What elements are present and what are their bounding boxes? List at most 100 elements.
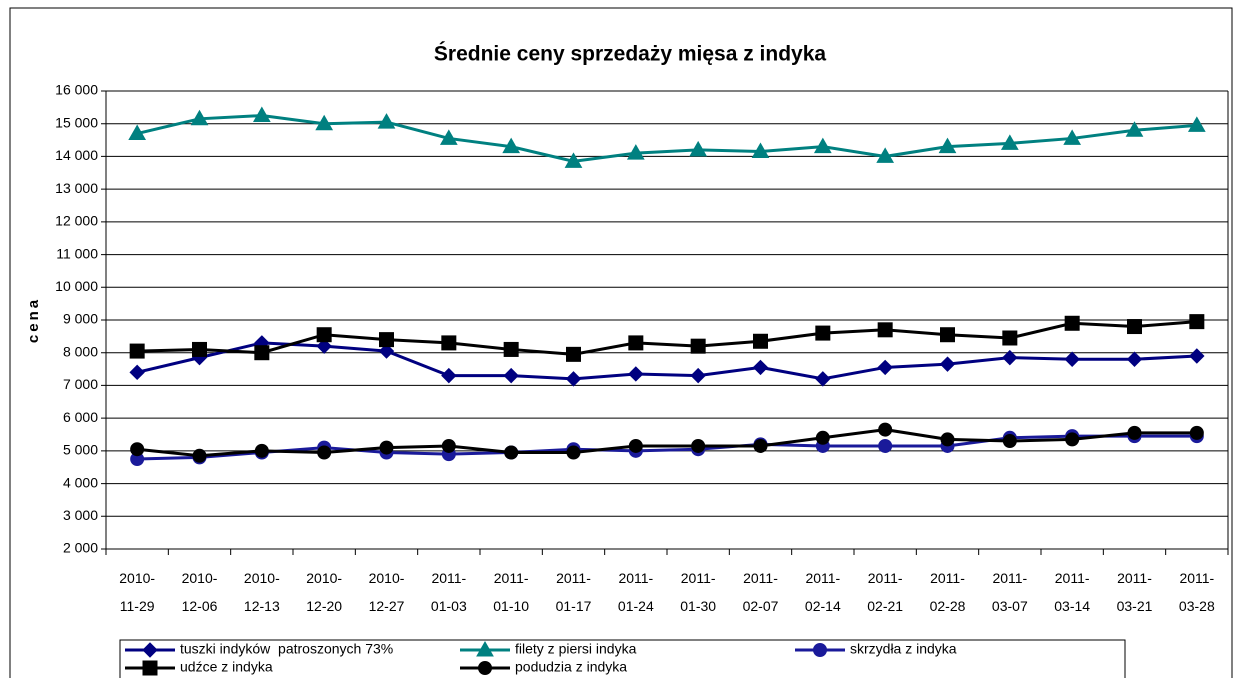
y-tick-label: 10 000 [55, 278, 98, 294]
data-point [254, 345, 270, 361]
data-point [128, 124, 147, 141]
x-tick-label: 2011-01-17 [556, 570, 592, 614]
data-point [877, 359, 893, 376]
data-point [813, 137, 832, 154]
y-tick-label: 7 000 [63, 376, 98, 392]
x-tick-label: 2011-01-10 [493, 570, 529, 614]
chart-frame [9, 7, 1233, 678]
data-point [876, 147, 895, 163]
data-point [628, 335, 644, 351]
data-point [1187, 116, 1206, 132]
data-point [1126, 351, 1143, 367]
data-point [502, 137, 521, 154]
y-tick-label: 15 000 [55, 114, 98, 130]
data-point [1002, 330, 1018, 346]
data-point [129, 364, 145, 381]
data-point [878, 422, 893, 437]
data-point [377, 113, 396, 129]
data-point [1125, 121, 1144, 137]
data-point [690, 367, 706, 384]
y-tick-label: 13 000 [55, 180, 98, 196]
data-point [1002, 434, 1017, 449]
legend-marker [476, 640, 494, 657]
data-point [441, 367, 457, 384]
series-line [136, 341, 1197, 381]
data-point [690, 338, 706, 354]
data-point [130, 442, 145, 457]
data-point [1063, 129, 1082, 145]
data-point [691, 438, 706, 453]
data-point [379, 440, 394, 455]
data-point [441, 438, 456, 453]
data-point [192, 341, 207, 357]
y-tick-label: 2 000 [63, 540, 98, 556]
data-point [628, 438, 643, 453]
data-point [315, 114, 334, 131]
data-point [753, 438, 768, 453]
y-tick-label: 16 000 [55, 82, 98, 98]
y-tick-label: 8 000 [63, 343, 98, 359]
x-tick-label: 2010-11-29 [119, 570, 155, 614]
y-tick-label: 6 000 [63, 409, 98, 425]
legend [119, 639, 1126, 678]
data-point [192, 448, 207, 463]
data-point [753, 333, 768, 349]
data-point [815, 325, 831, 341]
data-point [439, 129, 458, 145]
data-point [565, 371, 582, 387]
data-point [1189, 314, 1205, 330]
data-point [566, 445, 581, 460]
y-tick-label: 5 000 [63, 442, 98, 458]
x-tick-label: 2010-12-06 [182, 570, 218, 614]
legend-label: podudzia z indyka [515, 659, 627, 675]
data-point [503, 341, 519, 357]
data-point [316, 327, 332, 343]
data-point [1002, 349, 1018, 366]
series-line [137, 320, 1197, 356]
x-tick-label: 2011-03-21 [1117, 570, 1153, 614]
y-tick-label: 9 000 [63, 311, 98, 327]
x-tick-label: 2011-02-21 [867, 570, 903, 614]
data-point [628, 366, 644, 382]
x-tick-label: 2010-12-20 [306, 570, 342, 614]
y-tick-label: 14 000 [55, 147, 98, 163]
x-tick-label: 2011-03-07 [992, 570, 1028, 614]
data-point [1064, 315, 1080, 331]
series-line [137, 434, 1197, 461]
data-point [940, 432, 955, 447]
x-tick-label: 2010-12-27 [369, 570, 405, 614]
legend-marker [813, 643, 827, 657]
y-tick-label: 12 000 [55, 213, 98, 229]
x-tick-label: 2010-12-13 [244, 570, 280, 614]
data-point [815, 430, 830, 445]
legend-label: udźce z indyka [180, 659, 273, 675]
data-point [1064, 351, 1080, 367]
data-point [815, 371, 831, 387]
data-point [1000, 134, 1019, 150]
data-point [877, 322, 893, 338]
x-tick-label: 2011-03-28 [1179, 570, 1215, 614]
y-tick-label: 11 000 [56, 245, 98, 261]
y-axis-label: cena [25, 297, 42, 343]
data-point [940, 327, 955, 343]
x-tick-label: 2011-01-24 [618, 570, 654, 614]
data-point [1189, 425, 1204, 440]
data-point [752, 359, 769, 376]
legend-label: skrzydła z indyka [850, 641, 957, 657]
data-point [566, 346, 581, 362]
x-tick-label: 2011-01-03 [431, 570, 467, 614]
data-point [252, 106, 271, 123]
data-point [379, 332, 394, 348]
data-point [378, 343, 395, 359]
data-point [1189, 348, 1205, 364]
data-point [1065, 432, 1080, 447]
data-point [504, 445, 519, 460]
chart-title: Średnie ceny sprzedaży mięsa z indyka [434, 42, 827, 66]
legend-label: filety z piersi indyka [515, 641, 637, 657]
legend-marker [142, 642, 158, 658]
data-point [441, 335, 457, 351]
y-tick-label: 3 000 [63, 507, 98, 523]
x-tick-label: 2011-01-30 [680, 570, 716, 614]
data-point [751, 142, 770, 159]
